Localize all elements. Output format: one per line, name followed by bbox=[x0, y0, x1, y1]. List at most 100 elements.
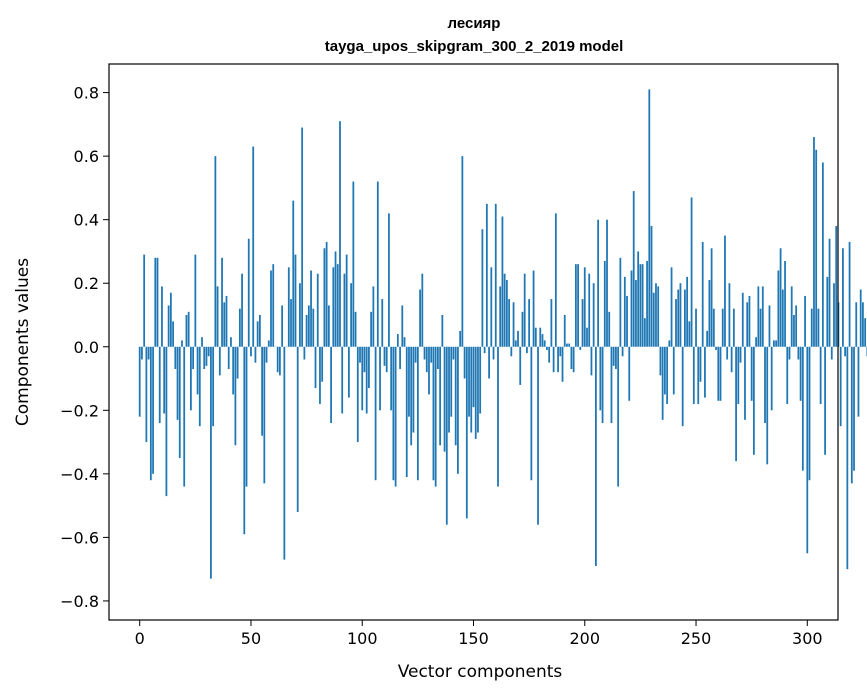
bar bbox=[394, 346, 397, 487]
bar bbox=[708, 280, 711, 347]
bar bbox=[172, 321, 174, 347]
bar bbox=[508, 299, 510, 347]
bar bbox=[619, 257, 622, 347]
bar bbox=[361, 346, 364, 411]
bar bbox=[741, 292, 744, 347]
bar bbox=[176, 346, 179, 420]
bar bbox=[145, 346, 148, 443]
bar bbox=[646, 260, 648, 347]
y-axis-label: Components values bbox=[13, 258, 33, 426]
bar bbox=[263, 346, 266, 484]
bar bbox=[468, 346, 470, 417]
bar bbox=[839, 346, 842, 427]
bar bbox=[183, 346, 186, 487]
bar bbox=[163, 346, 166, 414]
bar bbox=[339, 121, 341, 347]
bar bbox=[316, 273, 319, 347]
bar bbox=[227, 346, 230, 370]
bar bbox=[505, 280, 508, 347]
bar bbox=[635, 280, 637, 347]
bar bbox=[790, 286, 793, 347]
bar bbox=[612, 346, 615, 366]
bar bbox=[428, 346, 430, 395]
bar bbox=[414, 346, 417, 363]
bar bbox=[312, 308, 315, 347]
bar bbox=[243, 346, 246, 535]
bar bbox=[214, 156, 217, 347]
bar bbox=[154, 257, 157, 347]
bar bbox=[296, 346, 299, 512]
bar bbox=[637, 251, 640, 347]
bar bbox=[786, 346, 789, 404]
bar bbox=[779, 248, 782, 347]
bar bbox=[563, 314, 566, 347]
bar bbox=[632, 191, 635, 347]
bar bbox=[245, 346, 248, 487]
bar bbox=[216, 286, 219, 347]
bar bbox=[410, 346, 413, 446]
y-tick-label: −0.2 bbox=[60, 401, 99, 420]
bar bbox=[617, 346, 620, 487]
bar bbox=[448, 346, 450, 433]
bar bbox=[141, 346, 143, 360]
bar bbox=[539, 327, 542, 347]
bar bbox=[174, 346, 177, 370]
bar bbox=[813, 137, 815, 347]
bar bbox=[581, 299, 584, 347]
bar bbox=[305, 314, 308, 347]
bar bbox=[655, 283, 657, 347]
bar bbox=[372, 286, 375, 347]
bar bbox=[381, 299, 384, 347]
bar bbox=[412, 346, 415, 433]
bar bbox=[187, 311, 190, 347]
bar bbox=[190, 346, 192, 411]
bar bbox=[626, 295, 628, 347]
bar bbox=[661, 346, 664, 420]
bar bbox=[608, 311, 611, 347]
bar bbox=[401, 305, 404, 347]
bar bbox=[370, 311, 373, 347]
bar bbox=[416, 346, 419, 481]
bar bbox=[319, 346, 321, 404]
bar bbox=[848, 241, 851, 347]
bar bbox=[494, 203, 497, 347]
bar bbox=[804, 295, 806, 347]
bar bbox=[726, 346, 729, 360]
bar bbox=[568, 343, 571, 347]
x-axis-label: Vector components bbox=[398, 662, 563, 682]
bar bbox=[223, 302, 226, 347]
bar bbox=[672, 346, 675, 395]
bar bbox=[265, 346, 268, 363]
bar bbox=[650, 226, 653, 347]
bar bbox=[534, 327, 537, 347]
bar bbox=[234, 346, 237, 446]
bar bbox=[744, 346, 746, 420]
bar bbox=[256, 321, 259, 347]
x-tick-label: 150 bbox=[458, 629, 489, 648]
bar bbox=[321, 346, 324, 382]
bar bbox=[434, 346, 437, 487]
bar bbox=[801, 346, 804, 471]
bar bbox=[167, 305, 170, 347]
bar bbox=[149, 346, 152, 481]
bar bbox=[292, 200, 295, 347]
bar bbox=[657, 286, 660, 347]
bar bbox=[421, 273, 424, 347]
bar bbox=[485, 203, 488, 347]
bar bbox=[704, 346, 706, 398]
bar bbox=[270, 270, 272, 347]
bar bbox=[570, 346, 573, 370]
bar bbox=[659, 346, 662, 376]
bar bbox=[301, 127, 304, 347]
bar bbox=[688, 321, 691, 347]
bar bbox=[334, 251, 337, 347]
bar bbox=[523, 273, 526, 347]
bar bbox=[543, 340, 546, 347]
bar bbox=[399, 346, 401, 370]
bar bbox=[550, 299, 553, 347]
bar bbox=[777, 270, 780, 347]
bar bbox=[152, 346, 154, 474]
bar bbox=[403, 337, 406, 347]
bar bbox=[686, 276, 689, 347]
